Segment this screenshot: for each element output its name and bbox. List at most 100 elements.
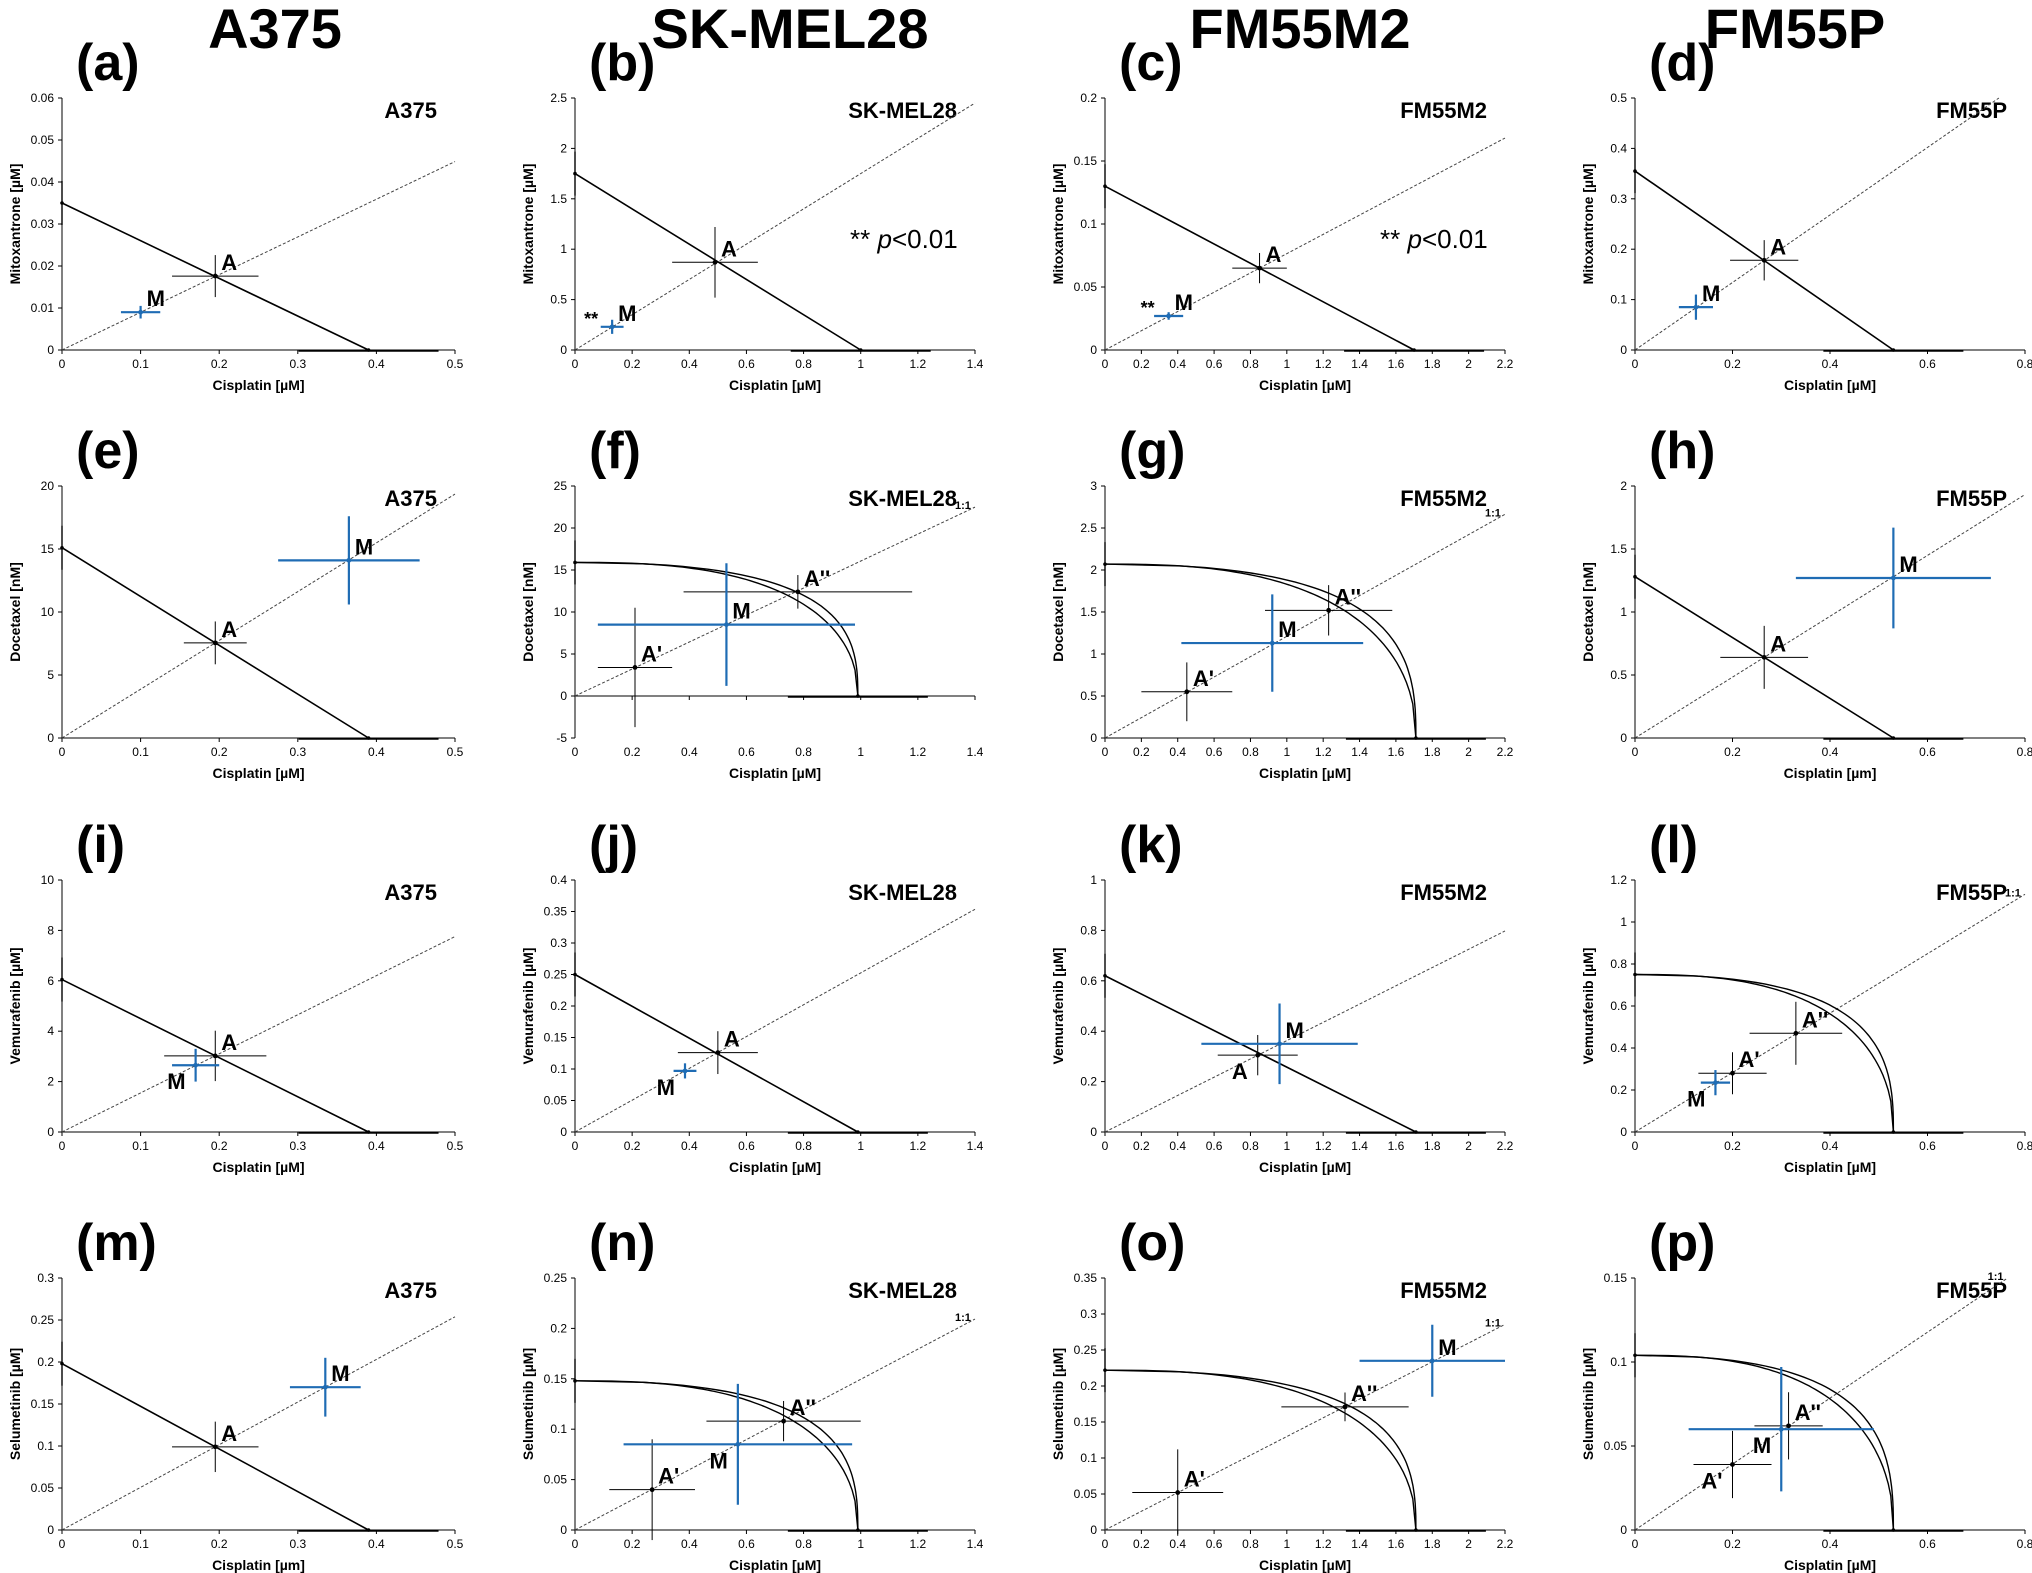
cell-line-label: FM55P — [1936, 1278, 2007, 1303]
panel-h: (h) FM55P 0 0.2 0.4 0.6 0.8 0 0.5 1 1.5 2 Cisplatin … — [1580, 422, 2032, 781]
cell-line-label: FM55M2 — [1400, 1278, 1487, 1303]
panel-label: (c) — [1119, 34, 1183, 92]
fixed-ratio-line — [61, 1316, 456, 1531]
y-tick-label: 0.15 — [31, 1397, 55, 1411]
point-label: A — [1232, 1059, 1248, 1084]
y-tick-label: 5 — [560, 647, 567, 661]
point-label: A' — [1193, 666, 1214, 691]
x-tick-label: 0.2 — [1724, 357, 1741, 371]
point-label: M — [1702, 281, 1720, 306]
x-tick-label: 1 — [1283, 745, 1290, 759]
y-tick-label: 0.1 — [1080, 1451, 1097, 1465]
fixed-ratio-line — [1634, 1277, 2008, 1531]
y-tick-label: 0 — [47, 1523, 54, 1537]
panel-label: (l) — [1649, 816, 1698, 874]
y-tick-label: 0 — [47, 1125, 54, 1139]
panel-a: (a) A375 0 0.1 0.2 0.3 0.4 0.5 0 0.01 0.02 0.03 0.04… — [7, 34, 464, 393]
x-tick-label: 1 — [857, 1537, 864, 1551]
data-point — [1890, 575, 1896, 581]
x-tick-label: 0.8 — [795, 357, 812, 371]
data-point — [322, 1384, 328, 1390]
data-point — [1166, 313, 1172, 319]
y-tick-label: 25 — [554, 479, 568, 493]
x-tick-label: 0.6 — [738, 745, 755, 759]
y-tick-label: 0.6 — [1080, 974, 1097, 988]
x-axis-label: Cisplatin [µm] — [1784, 765, 1877, 781]
cell-line-label: FM55M2 — [1400, 486, 1487, 511]
data-point — [724, 622, 729, 627]
point-label: A' — [1184, 1467, 1205, 1492]
x-tick-label: 0.6 — [1919, 1537, 1936, 1551]
lower-isobole — [574, 561, 859, 697]
x-tick-label: 1.4 — [1351, 1139, 1368, 1153]
panel-label: (h) — [1649, 422, 1715, 480]
x-axis-label: Cisplatin [µm] — [212, 1557, 305, 1573]
y-tick-label: 0.04 — [31, 175, 55, 189]
x-tick-label: 0.5 — [447, 357, 464, 371]
data-point — [1269, 640, 1275, 646]
point-label: A — [721, 236, 737, 261]
data-point — [1342, 1404, 1348, 1410]
y-tick-label: 10 — [41, 605, 55, 619]
x-tick-label: 1.2 — [1315, 1139, 1332, 1153]
data-point — [138, 309, 144, 315]
data-point — [212, 640, 218, 646]
x-axis-label: Cisplatin [µM] — [212, 377, 304, 393]
y-tick-label: 0.05 — [1604, 1439, 1628, 1453]
y-axis-label: Selumetinib [µM] — [520, 1348, 536, 1460]
x-tick-label: 1.4 — [967, 745, 984, 759]
y-tick-label: 1 — [1090, 873, 1097, 887]
x-tick-label: 1.4 — [1351, 1537, 1368, 1551]
data-point — [735, 1441, 741, 1447]
y-tick-label: 0 — [560, 1523, 567, 1537]
cell-line-label: FM55P — [1936, 98, 2007, 123]
x-tick-label: 0.8 — [2017, 1139, 2032, 1153]
x-tick-label: 0 — [572, 357, 579, 371]
y-tick-label: 8 — [47, 923, 54, 937]
y-tick-label: 0.3 — [37, 1271, 54, 1285]
panel-d: (d) FM55P 0 0.2 0.4 0.6 0.8 0 0.1 0.2 0.3 0.4 0.5 Cis… — [1580, 34, 2032, 393]
ratio-label: 1:1 — [1485, 507, 1501, 519]
y-tick-label: 0 — [1620, 731, 1627, 745]
x-tick-label: 0.4 — [1822, 745, 1839, 759]
x-tick-label: 1 — [857, 357, 864, 371]
x-tick-label: 2.2 — [1497, 745, 1514, 759]
y-axis-label: Docetaxel [nM] — [520, 562, 536, 662]
point-label: A'' — [1351, 1381, 1377, 1406]
x-tick-label: 0.5 — [447, 1537, 464, 1551]
y-tick-label: 0.4 — [1080, 1024, 1097, 1038]
ratio-label: 1:1 — [2005, 887, 2021, 899]
point-label: M — [1687, 1087, 1705, 1112]
x-tick-label: 1.6 — [1388, 1139, 1405, 1153]
x-tick-label: 1.2 — [1315, 357, 1332, 371]
fixed-ratio-line — [574, 102, 976, 351]
x-axis-label: Cisplatin [µM] — [1259, 1557, 1351, 1573]
x-tick-label: 2.2 — [1497, 1537, 1514, 1551]
significance-stars: ** — [584, 309, 598, 329]
x-tick-label: 0.8 — [2017, 357, 2032, 371]
data-point — [1257, 265, 1262, 271]
column-header-3: FM55P — [1705, 0, 1886, 60]
x-tick-label: 0.2 — [1724, 1139, 1741, 1153]
y-tick-label: 0.25 — [544, 1271, 568, 1285]
y-tick-label: 0.6 — [1610, 999, 1627, 1013]
ratio-label: 1:1 — [1988, 1271, 2004, 1283]
x-tick-label: 1 — [1283, 1537, 1290, 1551]
y-axis-label: Vemurafenib [µM] — [1050, 948, 1066, 1065]
ratio-label: 1:1 — [955, 500, 971, 512]
x-axis-label: Cisplatin [µM] — [729, 1557, 821, 1573]
y-tick-label: 0.15 — [1604, 1271, 1628, 1285]
y-tick-label: 0.2 — [550, 1321, 567, 1335]
y-tick-label: 0.1 — [550, 1422, 567, 1436]
panel-g: (g) FM55M2 0 0.2 0.4 0.6 0.8 1 1.2 1.4 1.6 1.8 2 2.2 0… — [1050, 422, 1514, 781]
panel-k: (k) FM55M2 0 0.2 0.4 0.6 0.8 1 1.2 1.4 1.6 1.8 2 2.2 0… — [1050, 816, 1514, 1175]
x-tick-label: 0 — [1632, 1537, 1639, 1551]
y-tick-label: 0.25 — [544, 968, 568, 982]
x-tick-label: 0 — [59, 745, 66, 759]
x-tick-label: 2 — [1465, 1139, 1472, 1153]
x-tick-label: 0.6 — [738, 357, 755, 371]
x-tick-label: 2 — [1465, 1537, 1472, 1551]
x-tick-label: 0.4 — [681, 745, 698, 759]
y-axis-label: Mitoxantrone [µM] — [520, 164, 536, 285]
